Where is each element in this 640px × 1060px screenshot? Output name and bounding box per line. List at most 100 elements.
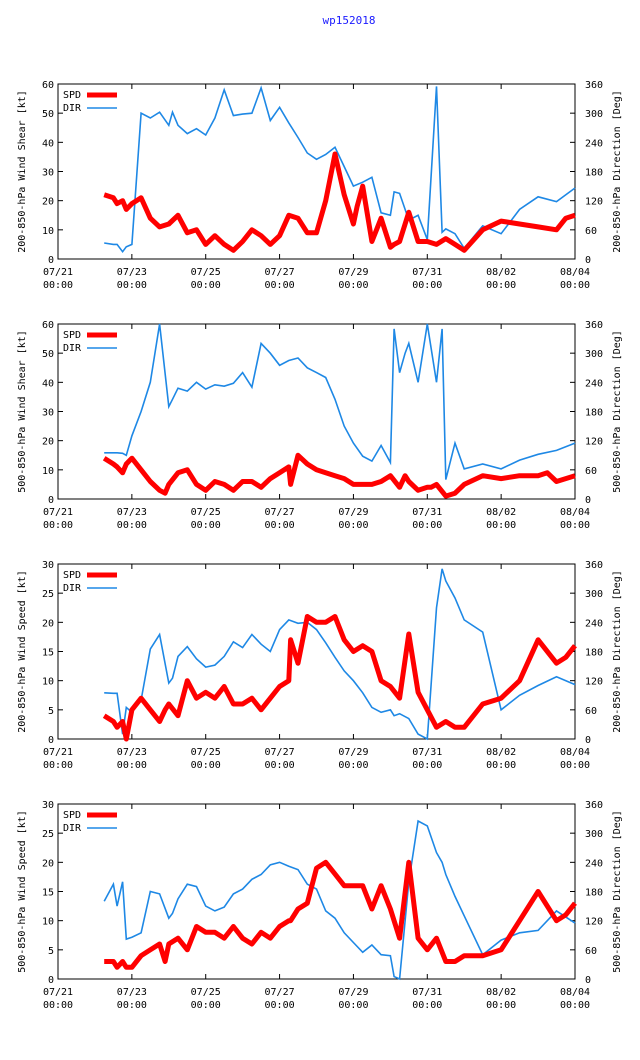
x-tick-sublabel: 00:00 xyxy=(265,760,295,771)
x-tick-sublabel: 00:00 xyxy=(191,1000,221,1011)
y2-tick-label: 300 xyxy=(585,829,603,840)
y2-tick-label: 180 xyxy=(585,648,603,659)
y-tick-label: 0 xyxy=(48,255,54,266)
series-dir-line xyxy=(104,85,576,254)
y-tick-label: 0 xyxy=(48,735,54,746)
x-tick-label: 07/21 xyxy=(43,747,73,758)
x-tick-label: 07/23 xyxy=(117,267,147,278)
y2-tick-label: 120 xyxy=(585,197,603,208)
y-tick-label: 20 xyxy=(42,618,54,629)
y2-tick-label: 240 xyxy=(585,138,603,149)
y2-tick-label: 60 xyxy=(585,946,597,957)
y2-tick-label: 60 xyxy=(585,226,597,237)
x-tick-sublabel: 00:00 xyxy=(43,280,73,291)
x-tick-sublabel: 00:00 xyxy=(117,760,147,771)
y2-axis-title: 500-850-hPa Direction [Deg] xyxy=(612,810,623,973)
legend-label: DIR xyxy=(63,343,82,354)
x-tick-sublabel: 00:00 xyxy=(412,520,442,531)
legend: SPD DIR xyxy=(63,90,117,114)
x-tick-sublabel: 00:00 xyxy=(338,520,368,531)
x-tick-label: 07/23 xyxy=(117,987,147,998)
y-axis-title: 200-850-hPa Wind Speed [kt] xyxy=(17,570,28,733)
legend-label: DIR xyxy=(63,103,82,114)
x-tick-label: 07/31 xyxy=(412,267,442,278)
y-tick-label: 50 xyxy=(42,109,54,120)
x-tick-sublabel: 00:00 xyxy=(560,280,590,291)
y2-tick-label: 240 xyxy=(585,858,603,869)
x-tick-sublabel: 00:00 xyxy=(191,760,221,771)
x-tick-label: 08/04 xyxy=(560,987,590,998)
x-tick-label: 08/04 xyxy=(560,507,590,518)
y-tick-label: 25 xyxy=(42,829,54,840)
x-tick-label: 07/27 xyxy=(265,507,295,518)
x-tick-label: 07/29 xyxy=(338,987,368,998)
y-tick-label: 10 xyxy=(42,466,54,477)
x-tick-sublabel: 00:00 xyxy=(117,520,147,531)
x-tick-label: 08/02 xyxy=(486,267,516,278)
y2-tick-label: 360 xyxy=(585,800,603,811)
chart-panel: 05101520253006012018024030036007/2100:00… xyxy=(17,560,623,771)
y2-tick-label: 0 xyxy=(585,735,591,746)
x-tick-sublabel: 00:00 xyxy=(486,520,516,531)
x-tick-label: 07/27 xyxy=(265,267,295,278)
y-axis-title: 500-850-hPa Wind Speed [kt] xyxy=(17,810,28,973)
x-tick-sublabel: 00:00 xyxy=(560,520,590,531)
x-tick-sublabel: 00:00 xyxy=(265,1000,295,1011)
x-tick-label: 08/04 xyxy=(560,747,590,758)
y-tick-label: 60 xyxy=(42,80,54,91)
y2-tick-label: 0 xyxy=(585,495,591,506)
x-tick-sublabel: 00:00 xyxy=(412,280,442,291)
x-tick-label: 07/21 xyxy=(43,507,73,518)
legend: SPD DIR xyxy=(63,570,117,594)
y2-tick-label: 180 xyxy=(585,888,603,899)
x-tick-label: 08/02 xyxy=(486,987,516,998)
y2-tick-label: 300 xyxy=(585,109,603,120)
y-tick-label: 20 xyxy=(42,858,54,869)
series-spd-line xyxy=(103,151,576,253)
x-tick-label: 07/31 xyxy=(412,747,442,758)
x-tick-sublabel: 00:00 xyxy=(43,1000,73,1011)
x-tick-sublabel: 00:00 xyxy=(486,1000,516,1011)
y-tick-label: 50 xyxy=(42,349,54,360)
y-tick-label: 30 xyxy=(42,560,54,571)
x-tick-label: 07/25 xyxy=(191,987,221,998)
y-tick-label: 40 xyxy=(42,378,54,389)
chart-panel: 05101520253006012018024030036007/2100:00… xyxy=(17,800,623,1011)
x-tick-sublabel: 00:00 xyxy=(486,280,516,291)
x-tick-label: 08/02 xyxy=(486,507,516,518)
y2-tick-label: 120 xyxy=(585,437,603,448)
x-tick-label: 07/23 xyxy=(117,747,147,758)
y-tick-label: 10 xyxy=(42,917,54,928)
x-tick-label: 07/21 xyxy=(43,267,73,278)
x-tick-label: 07/23 xyxy=(117,507,147,518)
x-tick-label: 07/25 xyxy=(191,747,221,758)
y-tick-label: 5 xyxy=(48,706,54,717)
y2-tick-label: 0 xyxy=(585,255,591,266)
x-tick-sublabel: 00:00 xyxy=(191,520,221,531)
y2-axis-title: 200-850-hPa Direction [Deg] xyxy=(612,570,623,733)
y2-tick-label: 180 xyxy=(585,408,603,419)
chart-panel: 0 10 20 30 40 50 60 0 60 120 180 240 300 360 07/21 00:0… xyxy=(17,80,623,291)
chart-panel: 0 10 20 30 40 50 60 0 60 120 180 240 300 360 07/21 00:0… xyxy=(17,320,623,531)
y-tick-label: 0 xyxy=(48,495,54,506)
figure-title: wp152018 xyxy=(323,14,376,27)
y-tick-label: 15 xyxy=(42,648,54,659)
x-tick-label: 08/02 xyxy=(486,747,516,758)
y-tick-label: 20 xyxy=(42,437,54,448)
y-tick-label: 60 xyxy=(42,320,54,331)
series-spd-line xyxy=(102,614,577,742)
y2-tick-label: 300 xyxy=(585,349,603,360)
legend: SPD DIR xyxy=(63,810,117,834)
y2-tick-label: 360 xyxy=(585,560,603,571)
y-axis-title: 500-850-hPa Wind Shear [kt] xyxy=(17,330,28,493)
plot-frame xyxy=(57,563,576,740)
series-dir-line xyxy=(104,323,576,480)
x-tick-sublabel: 00:00 xyxy=(43,760,73,771)
y-tick-label: 10 xyxy=(42,677,54,688)
x-tick-label: 07/31 xyxy=(412,987,442,998)
y2-tick-label: 60 xyxy=(585,466,597,477)
y-tick-label: 20 xyxy=(42,197,54,208)
x-tick-label: 08/04 xyxy=(560,267,590,278)
y-tick-label: 10 xyxy=(42,226,54,237)
